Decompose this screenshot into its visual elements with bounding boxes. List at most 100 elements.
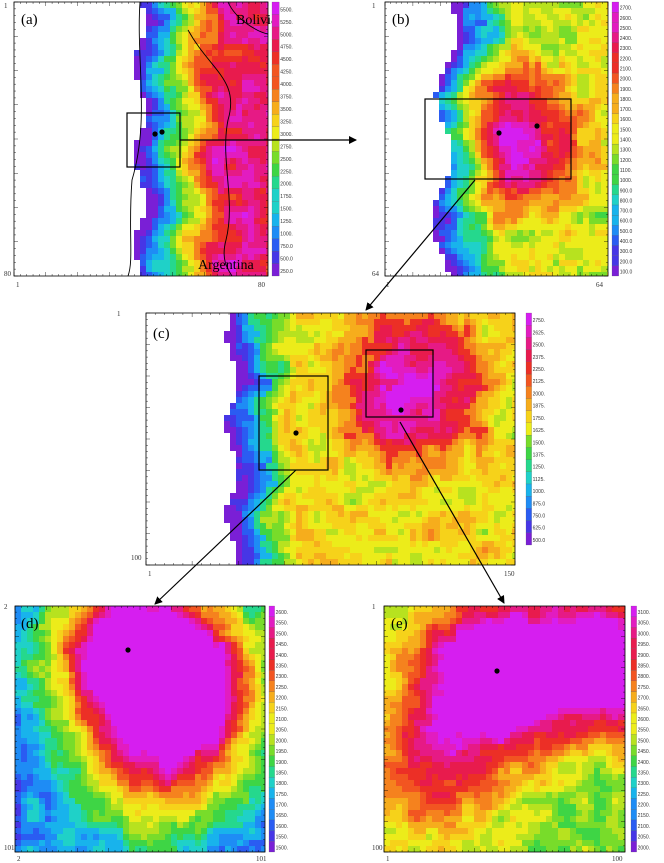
colorbar-swatch bbox=[271, 201, 280, 214]
colorbar-label: 2450. bbox=[276, 642, 289, 648]
colorbar-label: 5250. bbox=[280, 20, 293, 26]
colorbar-swatch bbox=[611, 113, 619, 124]
colorbar-label: 1600. bbox=[276, 824, 289, 830]
colorbar-label: 2625. bbox=[533, 330, 546, 336]
panel-c-y-tick-label: 100 bbox=[131, 554, 142, 562]
colorbar-label: 3000. bbox=[638, 631, 651, 637]
colorbar-swatch bbox=[271, 126, 280, 140]
colorbar-label: 2100. bbox=[276, 717, 289, 723]
panel-b-nested-domain-box bbox=[424, 98, 572, 180]
site-marker-dot bbox=[398, 407, 404, 413]
colorbar-swatch bbox=[268, 670, 275, 681]
colorbar-label: 5000. bbox=[280, 32, 293, 38]
colorbar-swatch bbox=[525, 471, 532, 485]
colorbar-swatch bbox=[630, 659, 637, 671]
panel-d-x-tick-label: 2 bbox=[17, 855, 21, 863]
colorbar-swatch bbox=[630, 830, 637, 842]
colorbar-label: 875.0 bbox=[533, 501, 546, 507]
panel-e-x-tick-label: 1 bbox=[386, 855, 390, 863]
colorbar-label: 1750. bbox=[533, 416, 546, 422]
panel-a-x-tick-label: 80 bbox=[258, 281, 266, 289]
colorbar-label: 2550. bbox=[276, 621, 289, 627]
site-marker-dot bbox=[496, 130, 502, 136]
colorbar-label: 1900. bbox=[276, 760, 289, 766]
colorbar-label: 3050. bbox=[638, 621, 651, 627]
country-label-argentina: Argentina bbox=[198, 258, 255, 273]
colorbar-label: 2200. bbox=[276, 696, 289, 702]
colorbar-swatch bbox=[525, 337, 532, 350]
colorbar-swatch bbox=[611, 184, 619, 195]
colorbar-swatch bbox=[630, 627, 637, 639]
panel-c-y-tick-label: 1 bbox=[117, 310, 121, 318]
panel-b-x-tick-label: 64 bbox=[596, 281, 604, 289]
colorbar-swatch bbox=[611, 174, 619, 185]
colorbar-swatch bbox=[268, 691, 275, 703]
colorbar-swatch bbox=[630, 616, 637, 628]
colorbar-label: 700.0 bbox=[620, 209, 633, 215]
colorbar-label: 2100. bbox=[638, 824, 651, 830]
zoom-connector-arrows bbox=[154, 136, 505, 605]
colorbar-label: 1300. bbox=[620, 148, 633, 154]
colorbar-label: 3500. bbox=[280, 107, 293, 113]
panel-e-tick-marks bbox=[383, 605, 626, 853]
colorbar-swatch bbox=[271, 1, 280, 15]
panel-b-terrain-field bbox=[433, 2, 608, 276]
panel-a-tick-marks bbox=[13, 1, 269, 277]
colorbar-label: 2500. bbox=[638, 738, 651, 744]
colorbar-swatch bbox=[525, 435, 532, 448]
colorbar-label: 4500. bbox=[280, 57, 293, 63]
colorbar-label: 2300. bbox=[276, 674, 289, 680]
colorbar-label: 2500. bbox=[280, 157, 293, 163]
panel-d-y-tick-label: 2 bbox=[4, 603, 8, 611]
colorbar-label: 200.0 bbox=[620, 259, 633, 265]
colorbar-label: 1000. bbox=[280, 232, 293, 238]
colorbar-swatch bbox=[268, 723, 275, 735]
colorbar-swatch bbox=[525, 386, 532, 399]
colorbar-swatch bbox=[611, 12, 619, 23]
colorbar-label: 500.0 bbox=[620, 229, 633, 235]
panel-b-label: (b) bbox=[392, 12, 410, 28]
panel-d-y-tick-label: 101 bbox=[4, 844, 15, 852]
panel-b-y-tick-label: 64 bbox=[372, 270, 380, 278]
colorbar-swatch bbox=[611, 194, 619, 206]
colorbar-label: 1100. bbox=[620, 168, 632, 174]
colorbar-label: 2500. bbox=[620, 26, 633, 32]
colorbar-swatch bbox=[611, 1, 619, 13]
colorbar-swatch bbox=[271, 113, 280, 127]
colorbar-swatch bbox=[611, 255, 619, 266]
colorbar-swatch bbox=[611, 154, 619, 165]
colorbar-swatch bbox=[525, 459, 532, 472]
colorbar-swatch bbox=[268, 637, 275, 649]
colorbar-label: 3000. bbox=[280, 132, 293, 138]
colorbar-swatch bbox=[271, 151, 280, 165]
colorbar-label: 100.0 bbox=[620, 269, 633, 275]
colorbar-label: 2750. bbox=[533, 318, 546, 324]
colorbar-swatch bbox=[271, 250, 280, 264]
colorbar-label: 2600. bbox=[276, 610, 289, 616]
site-marker-dot bbox=[125, 647, 131, 653]
colorbar-swatch bbox=[271, 64, 280, 77]
colorbar-swatch bbox=[271, 76, 280, 90]
colorbar-label: 2050. bbox=[276, 728, 289, 734]
colorbar-label: 2850. bbox=[638, 664, 651, 670]
border-argentina bbox=[187, 29, 233, 277]
panel-e-y-tick-label: 1 bbox=[372, 603, 376, 611]
colorbar-swatch bbox=[268, 605, 275, 617]
colorbar-label: 1250. bbox=[533, 465, 546, 471]
colorbar-swatch bbox=[271, 226, 280, 239]
colorbar-label: 3250. bbox=[280, 119, 293, 125]
colorbar-swatch bbox=[268, 819, 275, 831]
colorbar-swatch bbox=[630, 744, 637, 756]
colorbar-swatch bbox=[611, 245, 619, 256]
colorbar-label: 5500. bbox=[280, 7, 293, 13]
colorbar-swatch bbox=[268, 830, 275, 842]
colorbar-swatch bbox=[611, 265, 619, 277]
colorbar-swatch bbox=[630, 734, 637, 746]
panel-c-nested-domain-box bbox=[365, 349, 434, 418]
panel-c-x-tick-label: 1 bbox=[148, 570, 152, 578]
colorbar-swatch bbox=[525, 398, 532, 411]
colorbar-label: 2000. bbox=[638, 845, 651, 851]
colorbar-label: 2400. bbox=[620, 36, 633, 42]
colorbar-swatch bbox=[630, 648, 637, 660]
